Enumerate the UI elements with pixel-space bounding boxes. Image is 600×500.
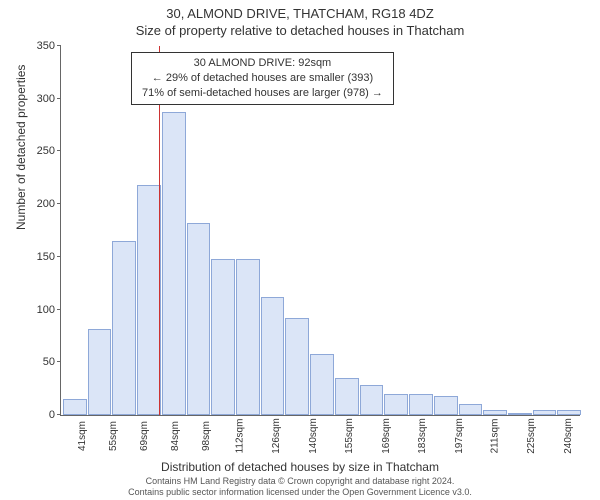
bar	[459, 404, 483, 415]
bar	[236, 259, 260, 415]
info-line-3: 71% of semi-detached houses are larger (…	[142, 86, 383, 101]
y-tick-label: 250	[37, 145, 61, 157]
y-tick-mark	[57, 256, 61, 257]
y-tick-mark	[57, 361, 61, 362]
y-tick-mark	[57, 150, 61, 151]
y-tick-mark	[57, 98, 61, 99]
bar	[508, 413, 532, 415]
bar	[211, 259, 235, 415]
bar	[285, 318, 309, 415]
x-axis-label: Distribution of detached houses by size …	[0, 460, 600, 474]
bar	[409, 394, 433, 415]
bar	[310, 354, 334, 415]
bar	[533, 410, 557, 415]
bar	[335, 378, 359, 415]
bar	[162, 112, 186, 415]
y-axis-label: Number of detached properties	[14, 65, 28, 230]
y-tick-label: 50	[43, 356, 61, 368]
footer-line-1: Contains HM Land Registry data © Crown c…	[0, 476, 600, 487]
bar	[63, 399, 87, 415]
y-tick-mark	[57, 45, 61, 46]
bar	[483, 410, 507, 415]
chart-container: 30, ALMOND DRIVE, THATCHAM, RG18 4DZ Siz…	[0, 0, 600, 500]
page-title: 30, ALMOND DRIVE, THATCHAM, RG18 4DZ	[0, 0, 600, 21]
bar	[557, 410, 581, 415]
y-tick-mark	[57, 309, 61, 310]
y-tick-label: 100	[37, 304, 61, 316]
y-tick-label: 350	[37, 40, 61, 52]
footer-line-2: Contains public sector information licen…	[0, 487, 600, 498]
y-tick-label: 200	[37, 198, 61, 210]
info-box: 30 ALMOND DRIVE: 92sqm ← 29% of detached…	[131, 52, 394, 105]
info-line-2: ← 29% of detached houses are smaller (39…	[142, 71, 383, 86]
bar	[261, 297, 285, 415]
bar	[137, 185, 161, 415]
y-tick-mark	[57, 414, 61, 415]
y-tick-label: 0	[49, 409, 61, 421]
y-tick-label: 150	[37, 251, 61, 263]
bar	[88, 329, 112, 415]
footer: Contains HM Land Registry data © Crown c…	[0, 476, 600, 498]
plot-region: 30 ALMOND DRIVE: 92sqm ← 29% of detached…	[60, 46, 580, 416]
bar	[434, 396, 458, 415]
chart-area: 30 ALMOND DRIVE: 92sqm ← 29% of detached…	[60, 46, 580, 416]
y-tick-label: 300	[37, 93, 61, 105]
y-tick-mark	[57, 203, 61, 204]
chart-subtitle: Size of property relative to detached ho…	[0, 21, 600, 38]
bar	[187, 223, 211, 415]
bar	[384, 394, 408, 415]
bar	[112, 241, 136, 415]
bar	[360, 385, 384, 415]
info-line-1: 30 ALMOND DRIVE: 92sqm	[142, 56, 383, 71]
